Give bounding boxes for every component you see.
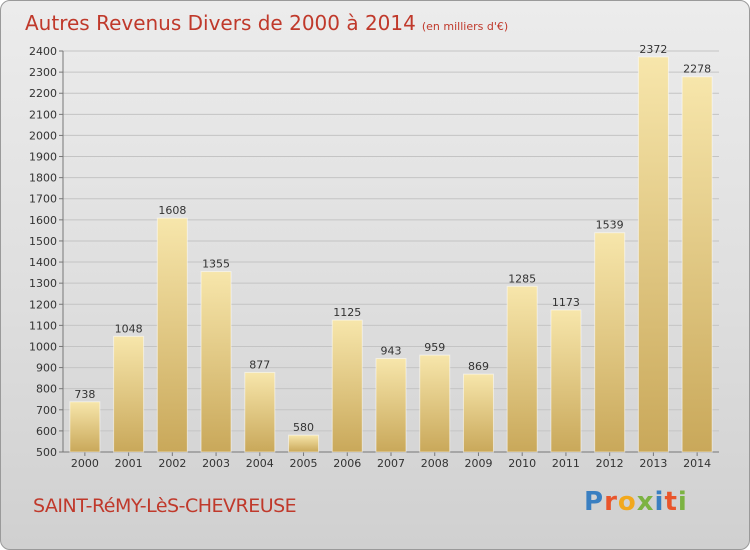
- city-name: SAINT-RéMY-LèS-CHEVREUSE: [33, 495, 297, 517]
- bar: [113, 335, 145, 453]
- data-label: 1608: [158, 204, 186, 217]
- bar: [331, 319, 363, 453]
- x-tick-labels: 2000 2001 2002 2003 2004 2005 2006 2007 2008 2009…: [71, 457, 711, 470]
- data-label: 943: [381, 345, 402, 358]
- y-tick-label: 1500: [29, 235, 57, 248]
- x-tick-label: 2011: [552, 457, 580, 470]
- bar: [506, 285, 538, 453]
- y-tick-label: 1000: [29, 340, 57, 353]
- x-tick-label: 2006: [333, 457, 361, 470]
- x-tick-label: 2010: [508, 457, 536, 470]
- x-tick-label: 2001: [115, 457, 143, 470]
- y-tick-label: 1200: [29, 298, 57, 311]
- bar: [244, 371, 276, 453]
- bar: [69, 401, 101, 453]
- bar: [156, 217, 188, 453]
- bar: [594, 232, 626, 453]
- y-tick-label: 500: [36, 446, 57, 459]
- x-tick-label: 2005: [290, 457, 318, 470]
- title-text: Autres Revenus Divers de 2000 à 2014: [25, 11, 416, 35]
- data-label: 1539: [596, 219, 624, 232]
- y-tick-label: 1600: [29, 214, 57, 227]
- y-tick-label: 2300: [29, 66, 57, 79]
- x-tick-label: 2009: [464, 457, 492, 470]
- bar: [550, 309, 582, 453]
- x-tick-label: 2000: [71, 457, 99, 470]
- data-label: 2278: [683, 63, 711, 76]
- bars: [69, 56, 713, 453]
- logo-letter: x: [636, 487, 655, 517]
- x-tick-label: 2008: [421, 457, 449, 470]
- x-tick-label: 2013: [639, 457, 667, 470]
- data-label: 877: [249, 358, 270, 371]
- bar: [462, 373, 494, 453]
- proxiti-logo: Proxiti: [584, 487, 688, 517]
- y-tick-label: 1800: [29, 172, 57, 185]
- y-tick-label: 600: [36, 425, 57, 438]
- x-tick-label: 2014: [683, 457, 711, 470]
- x-tick-label: 2007: [377, 457, 405, 470]
- data-label: 1048: [115, 322, 143, 335]
- bar: [681, 76, 713, 453]
- x-tick-label: 2002: [158, 457, 186, 470]
- x-tick-label: 2003: [202, 457, 230, 470]
- logo-letter: r: [604, 487, 618, 517]
- y-tick-label: 900: [36, 362, 57, 375]
- y-tick-label: 2100: [29, 108, 57, 121]
- data-label: 580: [293, 421, 314, 434]
- y-tick-label: 1700: [29, 193, 57, 206]
- data-label: 1285: [508, 272, 536, 285]
- bar: [200, 271, 232, 453]
- data-label: 2372: [639, 43, 667, 56]
- y-tick-label: 1300: [29, 277, 57, 290]
- y-tick-label: 800: [36, 383, 57, 396]
- logo-letter: P: [584, 487, 605, 517]
- data-labels: 738 1048 1608 1355 877 580 1125 943 959 869 1285 11…: [74, 43, 711, 434]
- data-label: 1173: [552, 296, 580, 309]
- data-label: 869: [468, 360, 489, 373]
- logo-letter: i: [677, 487, 688, 517]
- data-label: 738: [74, 388, 95, 401]
- y-tick-label: 1400: [29, 256, 57, 269]
- chart-title: Autres Revenus Divers de 2000 à 2014 (en …: [25, 11, 508, 35]
- bar: [375, 358, 407, 453]
- y-tick-label: 1100: [29, 319, 57, 332]
- y-tick-label: 1900: [29, 151, 57, 164]
- logo-letter: o: [617, 487, 637, 517]
- bar: [419, 354, 451, 453]
- logo-letter: i: [654, 487, 665, 517]
- y-tick-label: 2000: [29, 129, 57, 142]
- data-label: 959: [424, 341, 445, 354]
- y-tick-label: 2200: [29, 87, 57, 100]
- bar: [637, 56, 669, 453]
- x-tick-label: 2004: [246, 457, 274, 470]
- bar: [288, 434, 320, 453]
- title-unit: (en milliers d'€): [421, 20, 509, 33]
- y-tick-label: 2400: [29, 45, 57, 58]
- data-label: 1125: [333, 306, 361, 319]
- y-tick-labels: 500 600 700 800 900 1000 1100 1200 1300 1400 1500 1…: [29, 45, 57, 459]
- x-tick-label: 2012: [596, 457, 624, 470]
- y-tick-label: 700: [36, 404, 57, 417]
- data-label: 1355: [202, 258, 230, 271]
- logo-letter: t: [664, 487, 678, 517]
